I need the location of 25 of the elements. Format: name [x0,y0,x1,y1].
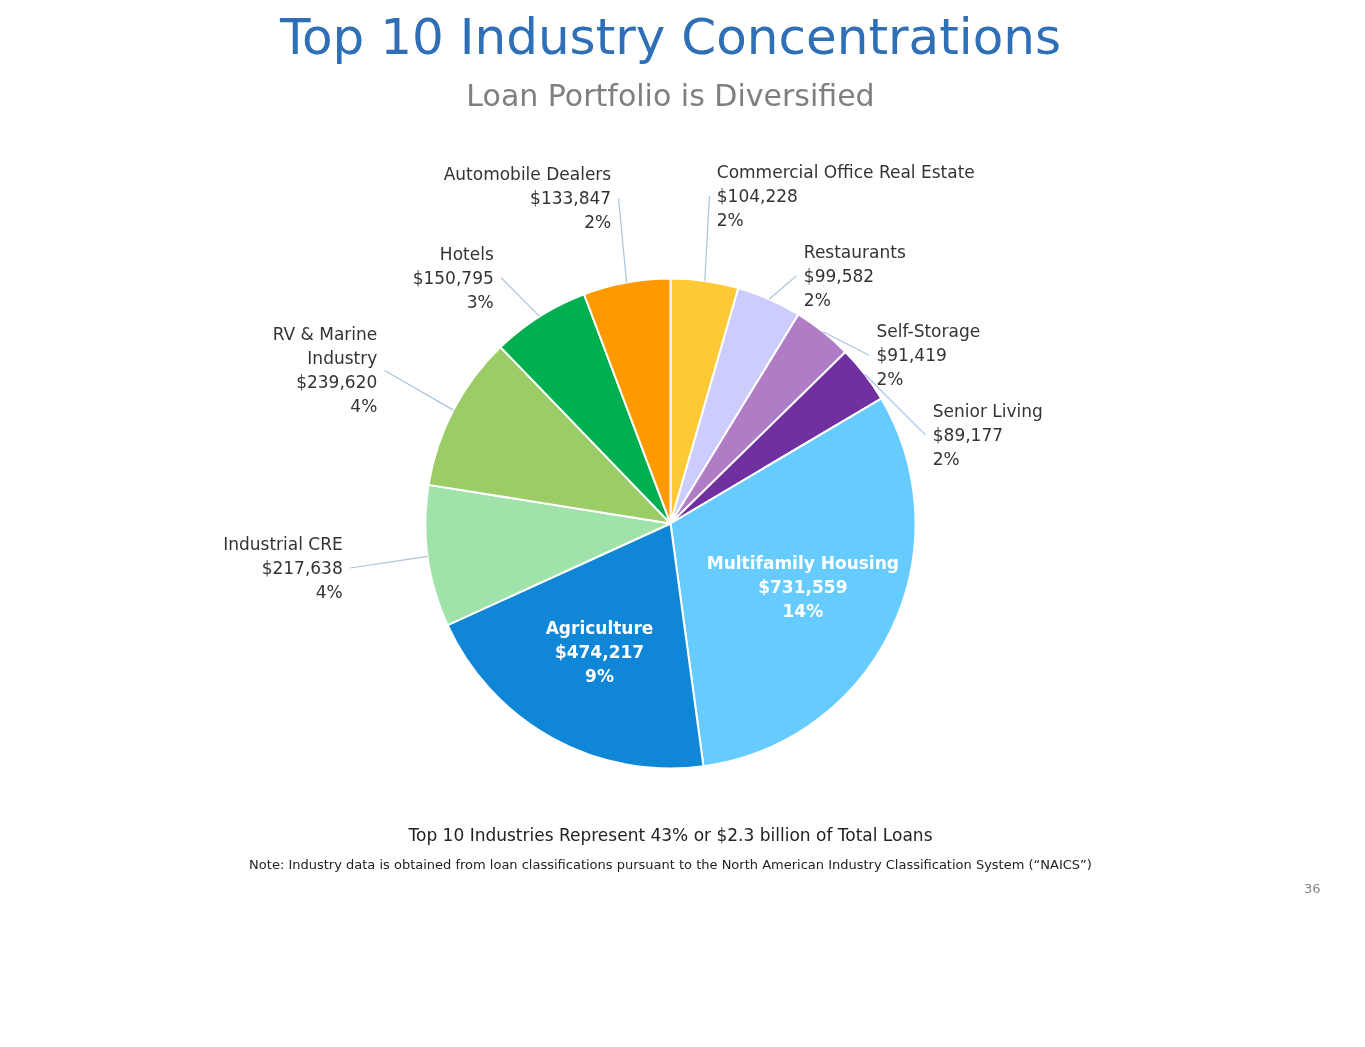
data-label: $474,217 9% [554,642,645,687]
data-label: $150,795 3% [412,267,494,312]
text: Note: Industry data is obtained from loan classifications pursuant to the North American Industry Classification System (“NAICS”) [249,856,1092,872]
text: 36 [1303,880,1321,896]
data-label: $104,228 2% [716,186,798,230]
slice-label: RV & Marine Industry [272,324,378,369]
slice-label: Commercial Office Real Estate [716,162,975,182]
data-label: $731,559 14% [758,577,848,622]
slice-label: Self-Storage [876,321,981,342]
data-label: $133,847 2% [530,188,612,233]
data-label: $89,177 2% [932,424,1004,469]
chart-title: Top 10 Industry Concentrations [278,7,1062,66]
slice-label: Senior Living [932,400,1043,421]
data-label: $239,620 4% [296,372,378,417]
slice-label: Agriculture [545,618,654,639]
data-label: $217,638 4% [261,557,343,602]
slice-label: Hotels [439,243,494,264]
text: Top 10 Industries Represent 43% or $2.3 billion of Total Loans [407,824,933,845]
data-label: $91,419 2% [876,345,947,390]
slice-label: Multifamily Housing [706,553,899,574]
data-label: $99,582 2% [803,265,875,310]
slice-label: Industrial CRE [223,533,343,554]
chart-subtitle: Loan Portfolio is Diversified [466,77,875,113]
slice-label: Automobile Dealers [443,164,612,185]
slice-label: Restaurants [803,241,906,262]
